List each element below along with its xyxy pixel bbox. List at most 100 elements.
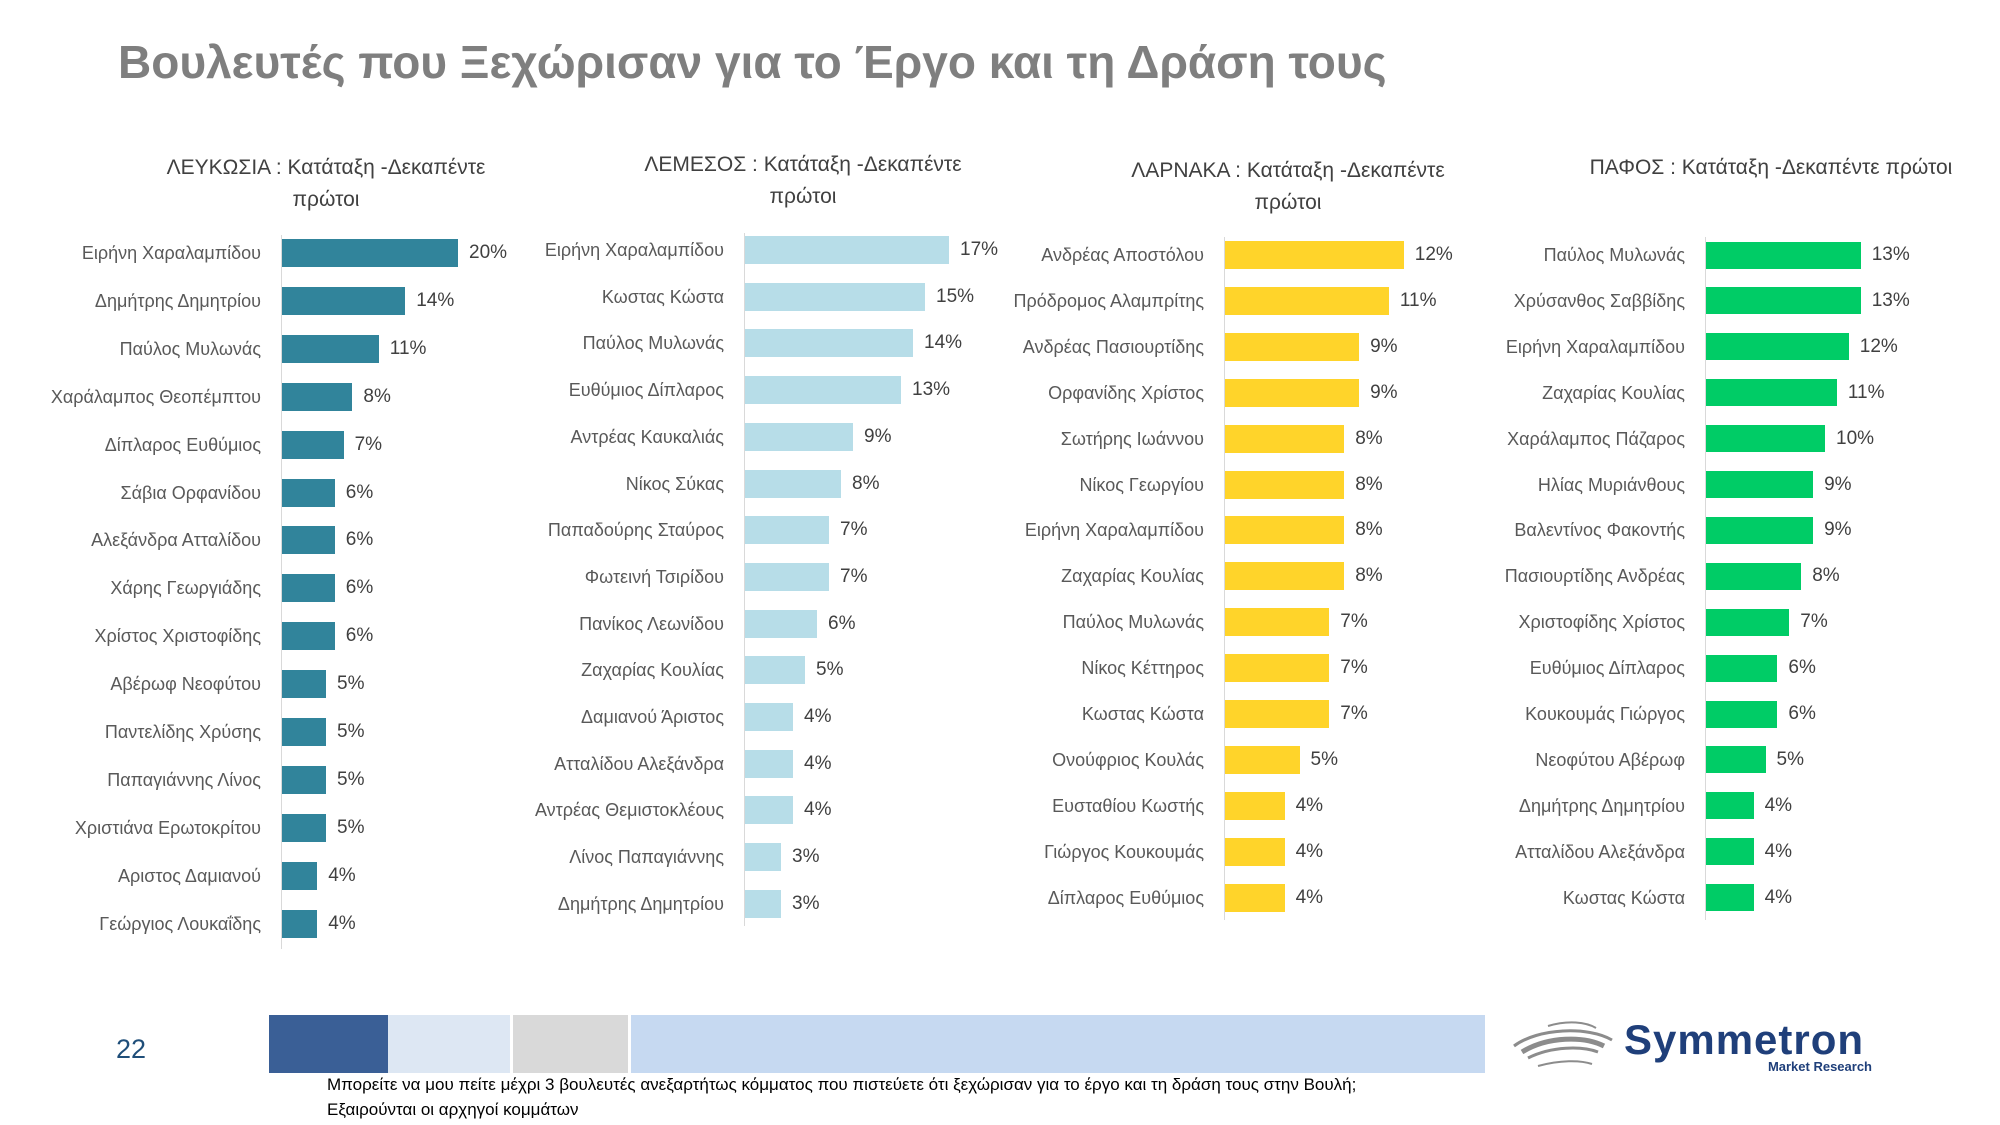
nicosia-bar — [282, 286, 406, 315]
larnaca-bar — [1225, 608, 1330, 637]
limassol-category-label: Ζαχαρίας Κουλίας — [581, 660, 724, 681]
larnaca-category-label: Ζαχαρίας Κουλίας — [1061, 566, 1204, 587]
nicosia-value-label: 4% — [328, 912, 356, 934]
larnaca-axis-line — [1224, 237, 1225, 920]
paphos-value-label: 4% — [1764, 840, 1793, 862]
paphos-bar — [1706, 425, 1825, 453]
nicosia-value-label: 6% — [345, 577, 374, 599]
limassol-bar — [745, 609, 817, 638]
nicosia-category-label: Αριστος Δαμιανού — [118, 865, 261, 886]
larnaca-value-label: 8% — [1355, 565, 1383, 587]
limassol-category-label: Αντρέας Καυκαλιάς — [570, 426, 724, 447]
nicosia-bar — [282, 382, 353, 411]
paphos-value-label: 8% — [1812, 565, 1840, 587]
larnaca-bar — [1225, 883, 1285, 912]
nicosia-category-label: Παπαγιάννης Λίνος — [107, 769, 261, 790]
limassol-bar — [745, 749, 793, 778]
chart-larnaca: ΛΑΡΝΑΚΑ : Κατάταξη -Δεκαπέντε πρώτοι Ανδ… — [1013, 159, 1453, 920]
larnaca-bar — [1225, 837, 1285, 866]
nicosia-value-label: 8% — [363, 385, 391, 407]
paphos-value-label: 9% — [1824, 519, 1852, 541]
logo-swoosh-arc — [1527, 1046, 1599, 1060]
nicosia-value-label: 20% — [469, 242, 508, 263]
larnaca-category-label: Δίπλαρος Ευθύμιος — [1047, 887, 1204, 908]
nicosia-category-label: Χρίστος Χριστοφίδης — [94, 626, 262, 647]
limassol-bar — [745, 562, 829, 591]
nicosia-bar — [282, 239, 458, 267]
chart-title-paphos: ΠΑΦΟΣ : Κατάταξη -Δεκαπέντε πρώτοι — [1589, 156, 1953, 179]
paphos-bar — [1706, 654, 1778, 682]
larnaca-value-label: 11% — [1399, 289, 1437, 311]
paphos-bar — [1706, 516, 1814, 544]
nicosia-value-label: 5% — [337, 721, 365, 742]
limassol-value-label: 8% — [852, 472, 880, 494]
nicosia-value-label: 5% — [337, 816, 365, 838]
nicosia-value-label: 14% — [416, 289, 455, 311]
nicosia-value-label: 6% — [345, 529, 374, 551]
paphos-bar — [1706, 884, 1754, 912]
paphos-value-label: 9% — [1824, 473, 1852, 495]
limassol-bar — [745, 843, 781, 872]
nicosia-bar — [282, 478, 335, 507]
nicosia-category-label: Δίπλαρος Ευθύμιος — [104, 434, 261, 455]
larnaca-value-label: 8% — [1355, 427, 1383, 449]
logo-tagline: Market Research — [1767, 1059, 1872, 1074]
nicosia-bar — [282, 718, 326, 746]
larnaca-value-label: 9% — [1370, 381, 1398, 403]
limassol-value-label: 3% — [792, 846, 820, 868]
limassol-bar — [745, 796, 793, 825]
nicosia-bar — [282, 765, 326, 794]
nicosia-category-label: Παύλος Μυλωνάς — [119, 338, 261, 359]
nicosia-bar — [282, 909, 318, 938]
footer-strip-segment — [513, 1015, 628, 1073]
larnaca-bar — [1225, 745, 1300, 774]
larnaca-value-label: 7% — [1340, 657, 1368, 679]
limassol-category-label: Φωτεινή Τσιρίδου — [584, 566, 724, 587]
paphos-value-label: 6% — [1788, 657, 1816, 679]
paphos-bar — [1706, 700, 1778, 728]
larnaca-value-label: 4% — [1295, 886, 1324, 908]
nicosia-value-label: 4% — [328, 864, 356, 886]
nicosia-bar — [282, 813, 326, 842]
paphos-value-label: 11% — [1847, 381, 1885, 403]
larnaca-category-label: Νίκος Γεωργίου — [1079, 474, 1204, 495]
limassol-bar — [745, 329, 913, 358]
larnaca-value-label: 4% — [1295, 794, 1324, 816]
nicosia-bar — [282, 334, 379, 363]
larnaca-category-label: Ονούφριος Κουλάς — [1052, 749, 1204, 770]
chart-title-larnaca: ΛΑΡΝΑΚΑ : Κατάταξη -Δεκαπέντε πρώτοι — [1131, 159, 1445, 214]
larnaca-category-label: Ειρήνη Χαραλαμπίδου — [1024, 520, 1204, 541]
paphos-value-label: 4% — [1764, 886, 1793, 908]
paphos-value-label: 7% — [1800, 611, 1828, 633]
logo-swoosh-arc — [1513, 1029, 1613, 1048]
nicosia-category-label: Χάρης Γεωργιάδης — [110, 578, 261, 599]
nicosia-category-label: Δημήτρης Δημητρίου — [94, 290, 261, 311]
page-number: 22 — [116, 1034, 147, 1064]
nicosia-bar — [282, 430, 344, 459]
nicosia-value-label: 7% — [354, 433, 383, 455]
paphos-axis-line — [1705, 237, 1706, 920]
larnaca-value-label: 7% — [1340, 703, 1368, 724]
paphos-value-label: 13% — [1871, 289, 1910, 311]
logo-swoosh-arc — [1547, 1021, 1597, 1029]
larnaca-bar — [1225, 332, 1360, 361]
paphos-value-label: 5% — [1776, 748, 1804, 770]
paphos-value-label: 12% — [1859, 335, 1898, 357]
larnaca-value-label: 12% — [1414, 244, 1453, 265]
paphos-category-label: Ζαχαρίας Κουλίας — [1542, 382, 1685, 403]
paphos-bar — [1706, 333, 1849, 361]
nicosia-value-label: 5% — [337, 768, 365, 790]
paphos-category-label: Ηλίας Μυριάνθους — [1537, 474, 1685, 495]
limassol-category-label: Ευθύμιος Δίπλαρος — [568, 380, 724, 401]
footer-strip-segment — [631, 1015, 1485, 1073]
larnaca-bar — [1225, 470, 1345, 499]
limassol-value-label: 4% — [804, 752, 832, 774]
question-note: Εξαιρούνται οι αρχηγοί κομμάτων — [327, 1100, 579, 1119]
larnaca-value-label: 5% — [1310, 748, 1338, 770]
larnaca-bar — [1225, 654, 1330, 683]
limassol-bar — [745, 656, 805, 685]
limassol-category-label: Ειρήνη Χαραλαμπίδου — [544, 240, 724, 260]
larnaca-bar — [1225, 241, 1404, 269]
larnaca-category-label: Νίκος Κέττηρος — [1081, 658, 1204, 679]
nicosia-value-label: 6% — [345, 625, 374, 647]
